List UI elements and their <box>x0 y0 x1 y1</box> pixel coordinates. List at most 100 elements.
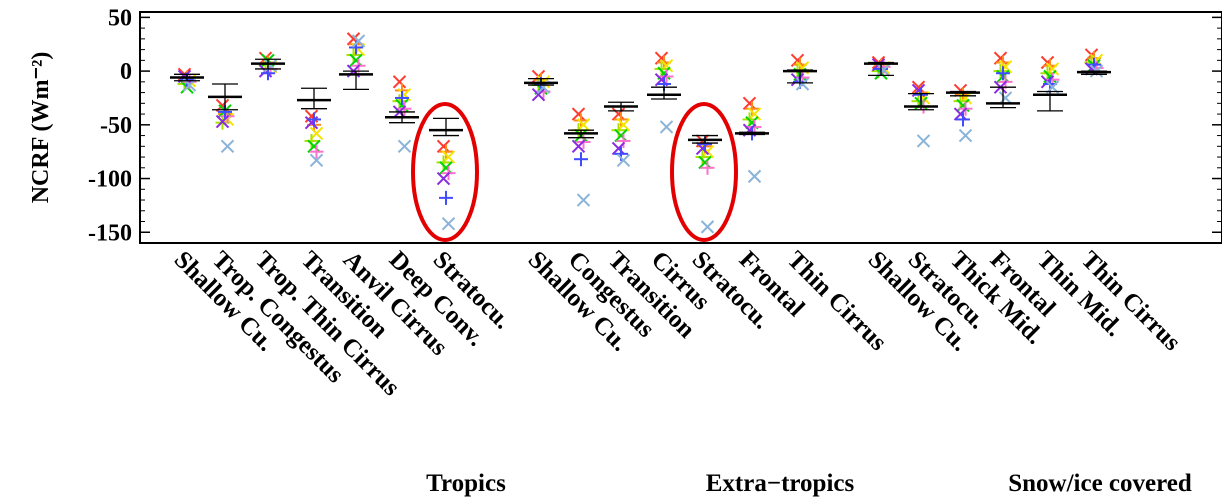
observation-marker <box>904 93 938 111</box>
model-marker <box>392 75 407 89</box>
marker-stroke <box>576 193 591 207</box>
marker-stroke <box>698 155 712 170</box>
model-marker <box>745 101 759 116</box>
model-marker <box>998 91 1013 105</box>
model-marker <box>614 128 628 143</box>
observation-marker <box>251 58 285 70</box>
model-marker <box>441 216 456 231</box>
model-marker <box>956 112 970 127</box>
model-marker <box>346 47 361 62</box>
observation-marker <box>986 86 1020 109</box>
model-marker <box>397 139 412 154</box>
observation-marker <box>864 61 898 77</box>
model-marker <box>439 161 453 175</box>
observation-marker <box>1077 70 1111 75</box>
model-marker <box>616 133 631 148</box>
model-marker <box>263 59 278 73</box>
marker-stroke <box>571 139 586 154</box>
model-marker <box>395 90 409 105</box>
marker-stroke <box>441 216 456 231</box>
observation-marker <box>170 73 204 82</box>
model-marker <box>436 139 451 154</box>
model-marker <box>659 69 674 84</box>
marker-stroke <box>351 34 366 48</box>
model-marker <box>611 141 626 156</box>
model-marker <box>876 63 891 77</box>
marker-stroke <box>439 161 453 175</box>
group-label: Tropics <box>426 470 506 497</box>
model-marker <box>614 112 628 127</box>
observation-marker <box>735 131 769 136</box>
model-marker <box>993 64 1008 79</box>
model-marker <box>611 123 626 138</box>
model-marker <box>700 160 715 175</box>
model-marker <box>742 96 757 111</box>
y-tick-label: -100 <box>88 167 132 193</box>
model-marker <box>698 155 712 170</box>
model-marker <box>571 139 586 154</box>
observation-marker <box>1033 90 1067 112</box>
marker-stroke <box>876 63 891 77</box>
model-marker <box>349 53 363 68</box>
model-marker <box>304 133 319 148</box>
model-marker <box>996 66 1010 81</box>
marker-stroke <box>911 80 926 94</box>
model-marker <box>574 113 588 128</box>
model-marker <box>439 190 453 205</box>
model-marker <box>574 152 588 167</box>
marker-stroke <box>916 134 931 148</box>
marker-stroke <box>531 88 546 102</box>
model-marker <box>351 34 366 48</box>
y-axis-label: NCRF (Wm⁻²) <box>28 52 54 204</box>
marker-stroke <box>392 75 407 89</box>
model-marker <box>654 61 669 76</box>
marker-stroke <box>747 169 762 184</box>
observation-marker <box>647 86 681 100</box>
marker-stroke <box>795 77 810 91</box>
observation-marker <box>524 77 558 86</box>
marker-stroke <box>436 171 451 186</box>
y-tick-label: 50 <box>108 5 132 31</box>
observation-marker <box>783 69 817 84</box>
observation-marker <box>688 134 722 144</box>
marker-stroke <box>611 107 626 121</box>
marker-stroke <box>349 53 363 68</box>
model-marker <box>700 220 715 234</box>
marker-stroke <box>215 114 230 129</box>
model-marker <box>611 107 626 121</box>
marker-stroke <box>958 128 973 143</box>
model-marker <box>439 144 453 159</box>
marker-stroke <box>571 107 586 121</box>
model-marker <box>397 101 412 116</box>
model-marker <box>531 88 546 102</box>
model-marker <box>307 139 321 154</box>
model-marker <box>958 128 973 143</box>
highlight-annotations <box>411 102 738 242</box>
observation-marker <box>297 87 331 110</box>
observation-marker <box>564 129 598 139</box>
marker-stroke <box>309 153 324 167</box>
model-marker <box>695 150 710 165</box>
model-marker <box>436 155 451 170</box>
model-marker <box>795 77 810 91</box>
group-labels: Tropics Extra−tropics Snow/ice covered <box>426 470 1192 497</box>
model-marker <box>576 193 591 207</box>
marker-stroke <box>700 220 715 234</box>
highlight-ellipse <box>670 102 738 242</box>
observation-marker <box>208 83 242 111</box>
marker-stroke <box>998 91 1013 105</box>
y-tick-label: -50 <box>100 113 132 139</box>
model-marker <box>309 144 324 159</box>
model-marker <box>307 112 321 127</box>
model-marker <box>747 169 762 184</box>
model-marker <box>309 153 324 167</box>
marker-stroke <box>742 96 757 111</box>
plot-frame <box>139 11 1222 244</box>
marker-stroke <box>397 139 412 154</box>
marker-stroke <box>614 128 628 143</box>
model-marker <box>571 107 586 121</box>
y-tick-label: 0 <box>120 59 132 85</box>
observation-marker <box>385 111 419 124</box>
observation-marker <box>604 101 638 112</box>
